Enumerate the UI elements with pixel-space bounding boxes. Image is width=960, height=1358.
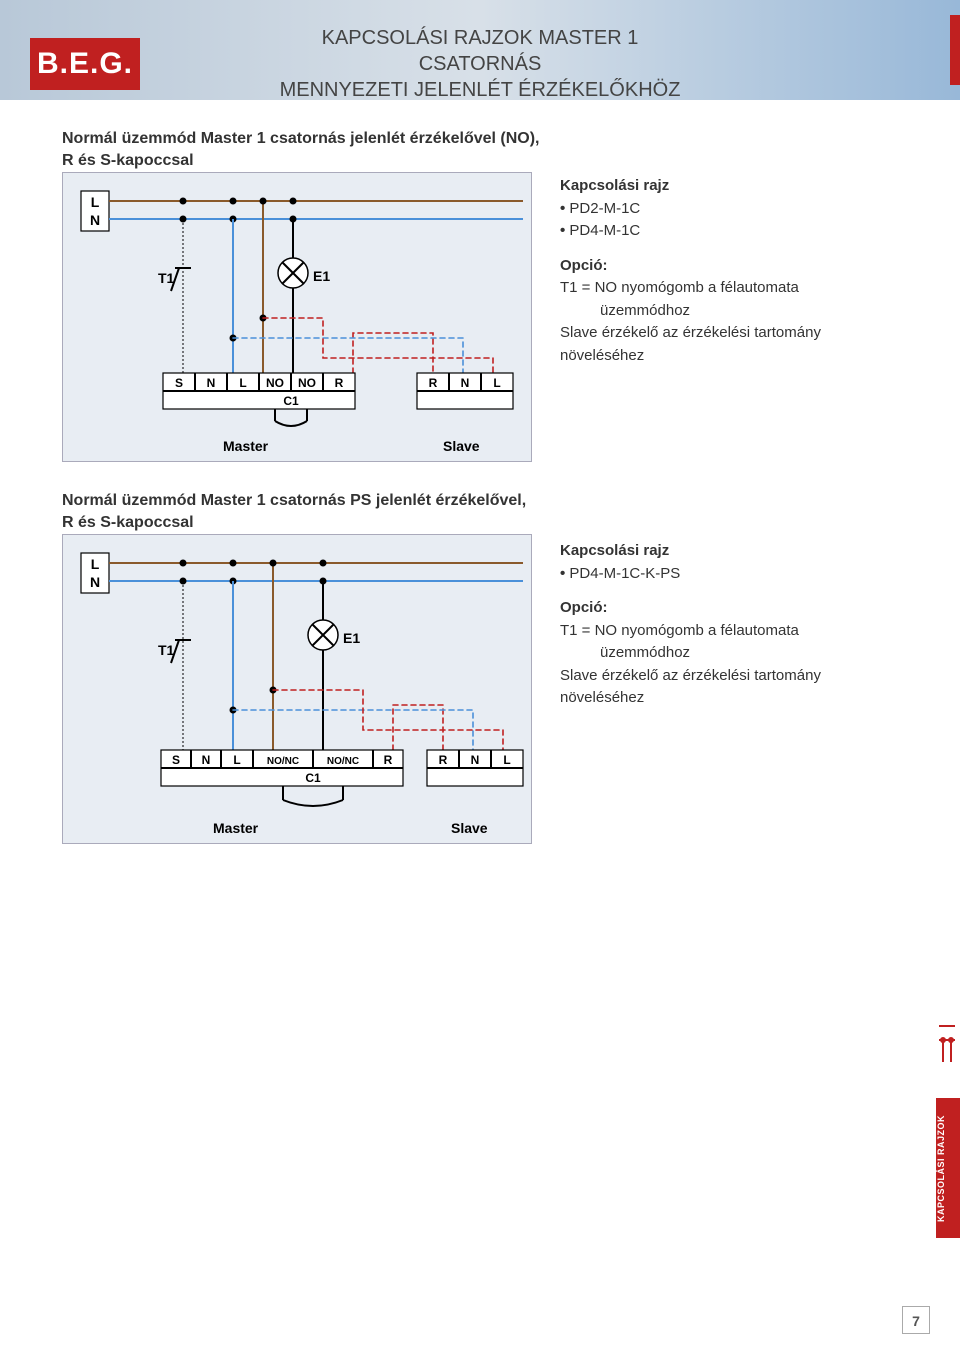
svg-text:R: R xyxy=(439,753,448,767)
section1-info-h1: Kapcsolási rajz xyxy=(560,175,910,198)
section2-opt-l1: T1 = NO nyomógomb a félautomata xyxy=(560,620,910,643)
svg-text:L: L xyxy=(91,556,100,572)
svg-text:L: L xyxy=(503,753,510,767)
section1-info-item1: PD4-M-1C xyxy=(560,220,910,243)
section1-opt-l4: növeléséhez xyxy=(560,345,910,368)
svg-text:NO/NC: NO/NC xyxy=(267,756,299,767)
side-tab: KAPCSOLÁSI RAJZOK xyxy=(936,1098,960,1238)
section1-heading: Normál üzemmód Master 1 csatornás jelenl… xyxy=(62,128,540,173)
section2-info-item0: PD4-M-1C-K-PS xyxy=(560,563,910,586)
svg-text:T1: T1 xyxy=(158,270,175,286)
title-line2: MENNYEZETI JELENLÉT ÉRZÉKELŐKHÖZ xyxy=(260,77,700,103)
page-number: 7 xyxy=(902,1306,930,1334)
section2-opt-l4: növeléséhez xyxy=(560,687,910,710)
svg-text:T1: T1 xyxy=(158,642,175,658)
brand-logo: B.E.G. xyxy=(30,38,140,90)
section2-opt-l3: Slave érzékelő az érzékelési tartomány xyxy=(560,665,910,688)
side-circuit-icon xyxy=(937,1018,957,1078)
svg-text:R: R xyxy=(335,376,344,390)
svg-text:L: L xyxy=(493,376,500,390)
section2-info-h1: Kapcsolási rajz xyxy=(560,540,910,563)
svg-text:N: N xyxy=(202,753,211,767)
svg-text:E1: E1 xyxy=(313,268,330,284)
svg-text:N: N xyxy=(207,376,216,390)
section2-info-list: PD4-M-1C-K-PS xyxy=(560,563,910,586)
diagram2: L N T1 E1 xyxy=(62,534,532,844)
svg-text:L: L xyxy=(233,753,240,767)
section1-opt-l3: Slave érzékelő az érzékelési tartomány xyxy=(560,322,910,345)
section1-opt-l1: T1 = NO nyomógomb a félautomata xyxy=(560,277,910,300)
section1-info: Kapcsolási rajz PD2-M-1C PD4-M-1C Opció:… xyxy=(560,175,910,367)
svg-text:N: N xyxy=(90,574,100,590)
svg-text:C1: C1 xyxy=(305,771,321,785)
svg-text:NO: NO xyxy=(266,376,284,390)
section1-info-list: PD2-M-1C PD4-M-1C xyxy=(560,198,910,243)
page-title: KAPCSOLÁSI RAJZOK MASTER 1 CSATORNÁS MEN… xyxy=(260,25,700,103)
svg-text:C1: C1 xyxy=(283,394,299,408)
svg-text:S: S xyxy=(175,376,183,390)
svg-text:Master: Master xyxy=(213,820,259,836)
svg-text:R: R xyxy=(384,753,393,767)
section1-info-item0: PD2-M-1C xyxy=(560,198,910,221)
svg-text:L: L xyxy=(91,194,100,210)
svg-text:NO: NO xyxy=(298,376,316,390)
svg-text:NO/NC: NO/NC xyxy=(327,756,359,767)
diagram2-svg: L N T1 E1 xyxy=(63,535,533,845)
section1-opt-h: Opció: xyxy=(560,255,910,278)
section2-info: Kapcsolási rajz PD4-M-1C-K-PS Opció: T1 … xyxy=(560,540,910,710)
section2-opt-h: Opció: xyxy=(560,597,910,620)
svg-text:L: L xyxy=(239,376,246,390)
section1-heading-l1: Normál üzemmód Master 1 csatornás jelenl… xyxy=(62,128,540,150)
svg-text:Slave: Slave xyxy=(443,438,480,454)
svg-text:N: N xyxy=(90,212,100,228)
diagram1-svg: L N T1 E1 xyxy=(63,173,533,463)
section1-opt-l2: üzemmódhoz xyxy=(560,300,910,323)
svg-text:S: S xyxy=(172,753,180,767)
section2-heading: Normál üzemmód Master 1 csatornás PS jel… xyxy=(62,490,526,535)
svg-text:Master: Master xyxy=(223,438,269,454)
section2-heading-l2: R és S-kapoccsal xyxy=(62,512,526,534)
svg-text:R: R xyxy=(429,376,438,390)
svg-text:Slave: Slave xyxy=(451,820,488,836)
svg-text:N: N xyxy=(471,753,480,767)
section1-heading-l2: R és S-kapoccsal xyxy=(62,150,540,172)
diagram1: L N T1 E1 xyxy=(62,172,532,462)
svg-text:N: N xyxy=(461,376,470,390)
section2-opt-l2: üzemmódhoz xyxy=(560,642,910,665)
section2-heading-l1: Normál üzemmód Master 1 csatornás PS jel… xyxy=(62,490,526,512)
title-line1: KAPCSOLÁSI RAJZOK MASTER 1 CSATORNÁS xyxy=(260,25,700,77)
svg-text:E1: E1 xyxy=(343,630,360,646)
